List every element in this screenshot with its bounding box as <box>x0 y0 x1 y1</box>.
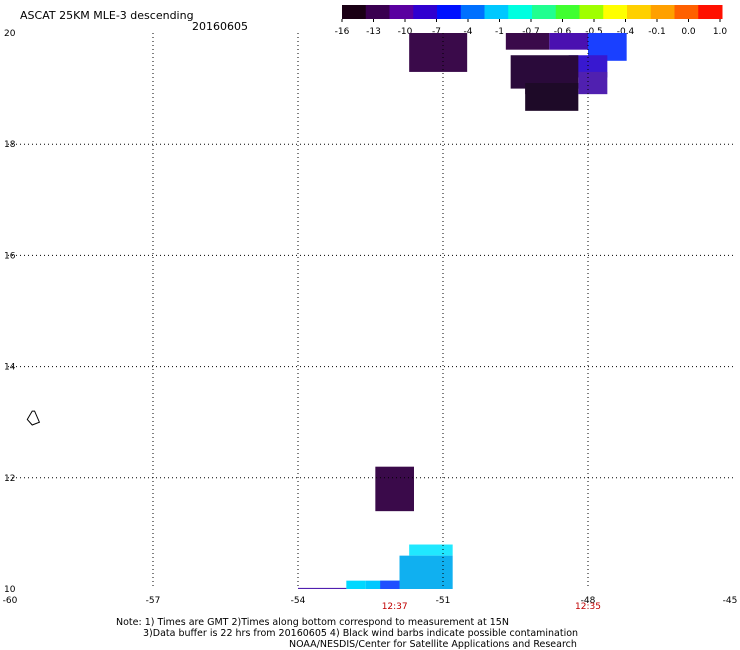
colorbar-label: -0.7 <box>522 27 540 37</box>
data-cell <box>409 544 453 556</box>
longitude-label: -60 <box>3 596 18 606</box>
colorbar-swatch <box>365 5 390 19</box>
colorbar-label: -0.5 <box>585 27 603 37</box>
product-title: ASCAT 25KM MLE-3 descending <box>20 9 194 22</box>
latitude-label: 12 <box>4 474 15 484</box>
colorbar-swatch <box>698 5 723 19</box>
colorbar-swatch <box>460 5 485 19</box>
data-cell <box>298 587 347 589</box>
colorbar-label: 0.0 <box>681 27 696 37</box>
colorbar-swatch <box>555 5 580 19</box>
data-cells <box>298 33 627 589</box>
note-line-2: 3)Data buffer is 22 hrs from 20160605 4)… <box>143 628 579 639</box>
colorbar-label: -13 <box>366 27 381 37</box>
colorbar-swatch <box>484 5 509 19</box>
data-cell <box>578 71 608 95</box>
product-date: 20160605 <box>192 20 248 33</box>
colorbar-swatch <box>650 5 675 19</box>
data-cell <box>525 83 579 111</box>
colorbar-label: -1 <box>495 27 504 37</box>
colorbar-swatch <box>389 5 414 19</box>
axis-labels: -60 -57 -54 -51 -48 -45 20 18 16 14 12 10 12:37 12:35 <box>3 29 738 612</box>
colorbar-label: 1.0 <box>713 27 728 37</box>
graticule <box>8 33 733 589</box>
note-line-1: Note: 1) Times are GMT 2)Times along bot… <box>116 617 509 628</box>
note-line-3: NOAA/NESDIS/Center for Satellite Applica… <box>289 639 577 650</box>
longitude-label: -45 <box>723 596 738 606</box>
colorbar: -16 -13 -10 -7 -4 -1 -0.7 -0.6 -0.5 -0.4 -0.1 0.0 1.… <box>335 5 728 37</box>
longitude-label: -48 <box>581 596 596 606</box>
island-outline <box>26 410 41 426</box>
data-cell <box>505 33 550 50</box>
colorbar-swatch <box>603 5 628 19</box>
latitude-label: 14 <box>4 363 16 373</box>
colorbar-swatch <box>413 5 438 19</box>
longitude-label: -54 <box>291 596 306 606</box>
colorbar-swatch <box>342 5 367 19</box>
colorbar-label: -7 <box>432 27 441 37</box>
colorbar-swatch <box>579 5 604 19</box>
colorbar-swatch <box>437 5 462 19</box>
data-cell <box>380 580 400 589</box>
colorbar-swatch <box>627 5 652 19</box>
colorbar-label: -4 <box>464 27 473 37</box>
colorbar-label: -0.1 <box>648 27 666 37</box>
latitude-label: 16 <box>4 251 16 261</box>
longitude-label: -51 <box>436 596 451 606</box>
data-cell <box>409 33 468 72</box>
colorbar-label: -0.4 <box>617 27 635 37</box>
colorbar-label: -10 <box>398 27 413 37</box>
colorbar-swatch <box>508 5 533 19</box>
time-label: 12:35 <box>575 602 601 612</box>
longitude-label: -57 <box>146 596 161 606</box>
colorbar-swatch <box>674 5 699 19</box>
colorbar-label: -16 <box>335 27 350 37</box>
latitude-label: 10 <box>4 585 16 595</box>
time-label: 12:37 <box>382 602 408 612</box>
colorbar-label: -0.6 <box>554 27 572 37</box>
latitude-label: 20 <box>4 29 16 39</box>
data-cell <box>399 555 453 589</box>
latitude-label: 18 <box>4 140 16 150</box>
data-cell <box>375 466 414 512</box>
colorbar-swatch <box>532 5 557 19</box>
data-cell <box>346 580 366 589</box>
data-cell <box>549 33 598 50</box>
